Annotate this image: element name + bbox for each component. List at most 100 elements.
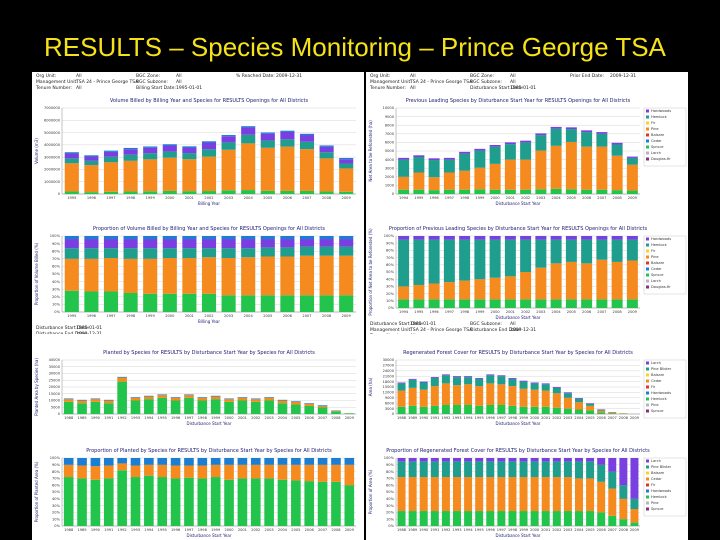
bar-segment <box>430 461 439 478</box>
y-tick-label: 6000 <box>385 401 395 405</box>
bar-segment <box>143 191 158 194</box>
y-tick-label: 1000000 <box>44 180 61 184</box>
y-tick-label: 40000 <box>49 358 61 362</box>
bar-segment <box>453 458 461 462</box>
bar-segment <box>475 386 484 406</box>
bar-segment <box>508 378 517 387</box>
bar-segment <box>103 465 114 479</box>
x-tick-label: 2007 <box>597 310 606 314</box>
x-tick-label: 1989 <box>408 416 418 420</box>
bar-segment <box>143 146 158 148</box>
header-field-value: 2009-12-31 <box>510 328 537 333</box>
chart-svg: Volume Billed by Billing Year and Specie… <box>34 98 356 206</box>
legend-swatch <box>646 489 649 493</box>
y-tick-label: 6000000 <box>44 118 61 122</box>
bar-segment <box>277 464 288 480</box>
legend-box <box>643 457 687 517</box>
y-tick-label: 25000 <box>49 378 61 382</box>
x-tick-label: 2006 <box>305 528 315 532</box>
bar-segment <box>430 377 439 378</box>
bar-segment <box>317 481 328 526</box>
header-field-label: Management Unit: <box>370 80 412 85</box>
bar-segment <box>464 461 473 478</box>
bar-segment <box>535 135 547 151</box>
bar-segment <box>519 477 528 512</box>
bar-segment <box>162 236 177 240</box>
bar-segment <box>428 239 440 284</box>
bar-segment <box>280 190 295 194</box>
bar-segment <box>486 405 495 414</box>
bar-segment <box>130 458 141 466</box>
bar-segment <box>619 458 628 486</box>
bar-segment <box>291 458 301 465</box>
x-tick-label: 1994 <box>144 416 154 420</box>
legend-swatch <box>646 483 649 487</box>
bar-segment <box>459 280 471 300</box>
bar-segment <box>319 158 334 192</box>
bar-segment <box>304 403 315 404</box>
y-tick-label: 8000 <box>385 123 395 127</box>
y-tick-label: 0 <box>58 192 61 196</box>
x-tick-label: 1991 <box>430 528 439 532</box>
header-field-label: Management Unit: <box>36 80 78 85</box>
bar-segment <box>103 239 119 249</box>
bar-segment <box>280 295 295 312</box>
legend-swatch <box>646 409 649 413</box>
bar-segment <box>608 488 617 516</box>
bar-segment <box>586 410 595 414</box>
x-tick-label: 1998 <box>126 314 136 318</box>
x-tick-label: 2008 <box>322 196 332 200</box>
bar-segment <box>443 236 455 240</box>
bar-segment <box>143 147 158 154</box>
bar-segment <box>182 153 197 160</box>
bar-segment <box>260 295 275 312</box>
bar-segment <box>299 239 315 247</box>
bar-segment <box>241 126 256 128</box>
x-tick-label: 2003 <box>563 416 572 420</box>
legend-swatch <box>646 477 649 481</box>
x-tick-label: 2001 <box>238 416 247 420</box>
bar-segment <box>84 155 99 157</box>
x-tick-label: 2004 <box>574 528 584 532</box>
x-tick-label: 1999 <box>475 310 485 314</box>
bar-segment <box>486 461 495 478</box>
bar-segment <box>565 129 577 142</box>
y-tick-label: 100% <box>384 456 395 460</box>
header-field-label: Org Unit: <box>36 74 57 79</box>
bar-segment <box>201 248 217 258</box>
y-tick-label: 15000 <box>383 385 395 389</box>
bar-segment <box>486 458 495 462</box>
bar-segment <box>264 478 274 526</box>
y-tick-label: 12000 <box>383 391 395 395</box>
legend-swatch <box>646 501 649 505</box>
y-tick-label: 0% <box>54 524 60 528</box>
bar-segment <box>504 189 516 194</box>
x-tick-label: 1993 <box>131 528 140 532</box>
x-tick-label: 2000 <box>165 314 175 318</box>
x-tick-label: 2004 <box>552 196 562 200</box>
bar-segment <box>157 477 168 526</box>
y-tick-label: 100% <box>384 234 395 238</box>
bar-segment <box>497 405 506 414</box>
bar-segment <box>103 258 119 292</box>
bar-segment <box>530 383 539 390</box>
x-tick-label: 1999 <box>211 528 221 532</box>
legend-swatch <box>646 133 649 137</box>
x-tick-label: 1988 <box>397 528 407 532</box>
bar-segment <box>64 258 79 291</box>
bar-segment <box>611 144 623 156</box>
bar-segment <box>162 293 177 312</box>
bar-segment <box>519 458 528 462</box>
bar-segment <box>221 149 236 191</box>
bar-segment <box>611 236 623 240</box>
bar-segment <box>441 477 450 512</box>
bar-segment <box>319 152 334 159</box>
bar-segment <box>221 258 236 296</box>
y-tick-label: 80% <box>52 249 61 253</box>
slide-title: RESULTS – Species Monitoring – Prince Ge… <box>44 32 666 62</box>
bar-segment <box>443 299 455 308</box>
legend-label: Hardwoods <box>651 237 671 241</box>
header-field-label: BGC Subzone: <box>136 80 168 85</box>
x-tick-label: 1990 <box>91 528 101 532</box>
bar-segment <box>123 258 138 293</box>
